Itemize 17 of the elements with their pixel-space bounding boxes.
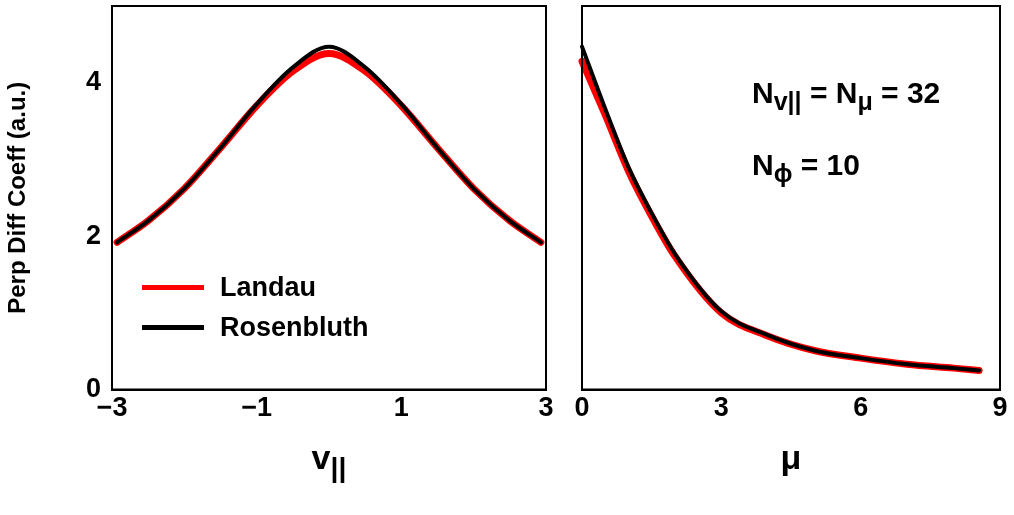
annotation: N$_{v||}$ = N$_{μ}$ = 32	[752, 75, 941, 117]
x-axis-title: μ	[779, 438, 803, 477]
x-tick-label: 1	[393, 392, 409, 423]
annotation: N$_{ϕ}$ = 10	[752, 147, 861, 189]
x-tick-label: 0	[574, 392, 590, 423]
x-tick-label: 9	[992, 392, 1008, 423]
y-axis-title: Perp Diff Coeff (a.u.)	[3, 81, 31, 314]
x-tick-label: 6	[853, 392, 869, 423]
x-axis-title: v$_{||}$	[310, 438, 348, 484]
y-tick-label: 0	[85, 373, 101, 404]
x-tick-label: 3	[538, 392, 554, 423]
x-tick-label: 3	[713, 392, 729, 423]
y-tick-label: 2	[85, 219, 101, 250]
x-tick-label: −1	[241, 392, 273, 423]
legend-label: Landau	[220, 272, 317, 304]
y-tick-label: 4	[85, 66, 101, 97]
legend-label: Rosenbluth	[220, 312, 369, 344]
